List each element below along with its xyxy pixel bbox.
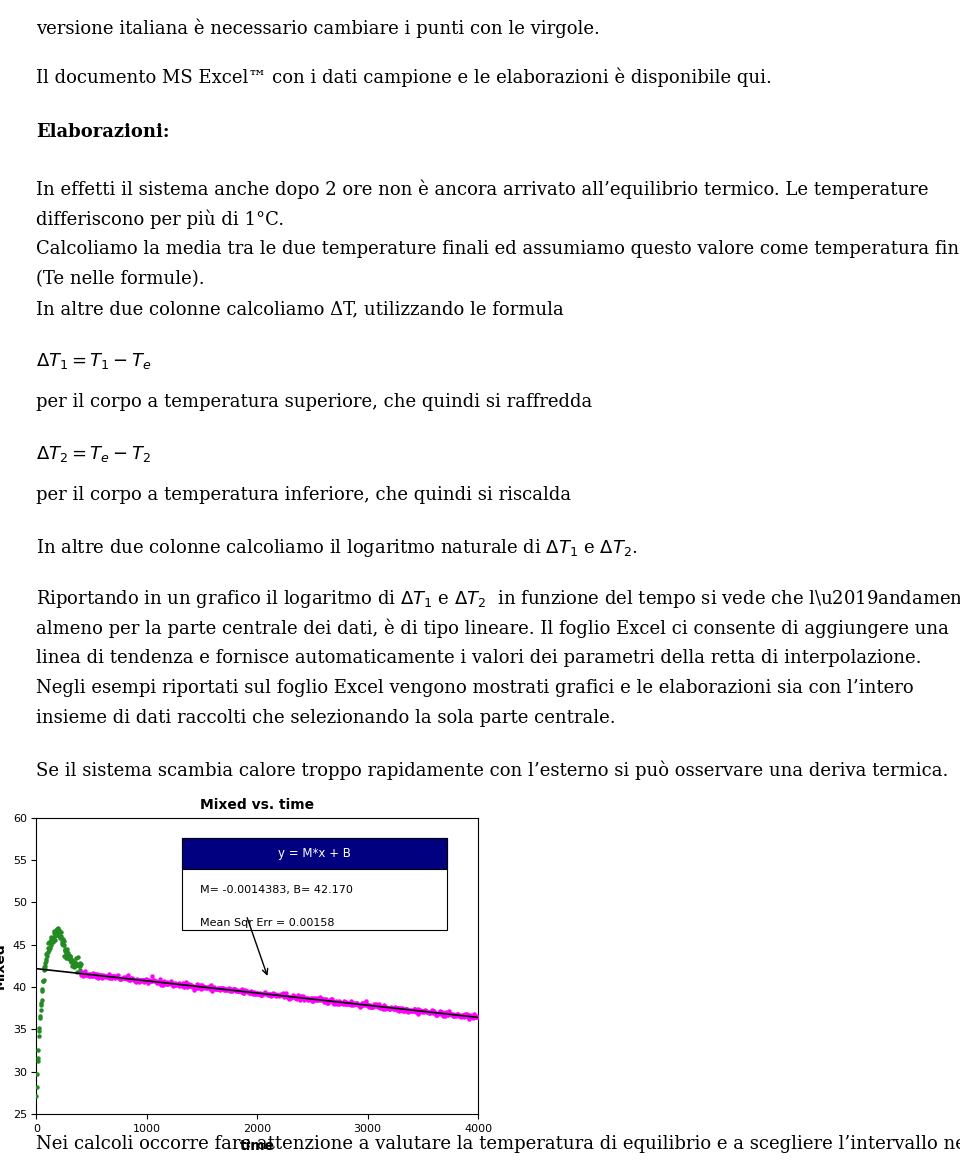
Text: In altre due colonne calcoliamo il logaritmo naturale di $\Delta T_1$ e $\Delta : In altre due colonne calcoliamo il logar… <box>36 537 638 559</box>
Text: $\Delta T_1 = T_1 - T_e$: $\Delta T_1 = T_1 - T_e$ <box>36 351 153 371</box>
Text: (Te nelle formule).: (Te nelle formule). <box>36 270 205 287</box>
Text: per il corpo a temperatura superiore, che quindi si raffredda: per il corpo a temperatura superiore, ch… <box>36 393 592 411</box>
Text: versione italiana è necessario cambiare i punti con le virgole.: versione italiana è necessario cambiare … <box>36 19 600 38</box>
Text: Calcoliamo la media tra le due temperature finali ed assumiamo questo valore com: Calcoliamo la media tra le due temperatu… <box>36 240 960 257</box>
Text: Nei calcoli occorre fare attenzione a valutare la temperatura di equilibrio e a : Nei calcoli occorre fare attenzione a va… <box>36 1135 960 1153</box>
Text: differiscono per più di 1°C.: differiscono per più di 1°C. <box>36 209 284 229</box>
Text: Il documento MS Excel™ con i dati campione e le elaborazioni è disponibile qui.: Il documento MS Excel™ con i dati campio… <box>36 67 773 87</box>
Text: almeno per la parte centrale dei dati, è di tipo lineare. Il foglio Excel ci con: almeno per la parte centrale dei dati, è… <box>36 619 949 638</box>
Text: Riportando in un grafico il logaritmo di $\Delta T_1$ e $\Delta T_2$  in funzion: Riportando in un grafico il logaritmo di… <box>36 588 960 611</box>
Text: per il corpo a temperatura inferiore, che quindi si riscalda: per il corpo a temperatura inferiore, ch… <box>36 486 571 504</box>
Text: insieme di dati raccolti che selezionando la sola parte centrale.: insieme di dati raccolti che selezionand… <box>36 709 616 727</box>
Text: y = M*x + B: y = M*x + B <box>278 848 351 861</box>
Text: M= -0.0014383, B= 42.170: M= -0.0014383, B= 42.170 <box>200 885 352 896</box>
Text: Se il sistema scambia calore troppo rapidamente con l’esterno si può osservare u: Se il sistema scambia calore troppo rapi… <box>36 761 948 780</box>
Text: Mean Sqr Err = 0.00158: Mean Sqr Err = 0.00158 <box>200 918 334 928</box>
FancyBboxPatch shape <box>182 839 447 870</box>
FancyBboxPatch shape <box>182 839 447 930</box>
X-axis label: time: time <box>240 1140 275 1154</box>
Y-axis label: Mixed: Mixed <box>0 942 7 990</box>
Title: Mixed vs. time: Mixed vs. time <box>201 798 314 812</box>
Text: linea di tendenza e fornisce automaticamente i valori dei parametri della retta : linea di tendenza e fornisce automaticam… <box>36 649 922 666</box>
Text: Elaborazioni:: Elaborazioni: <box>36 123 170 141</box>
Text: $\Delta T_2 = T_e - T_2$: $\Delta T_2 = T_e - T_2$ <box>36 444 152 464</box>
Text: In effetti il sistema anche dopo 2 ore non è ancora arrivato all’equilibrio term: In effetti il sistema anche dopo 2 ore n… <box>36 179 929 199</box>
Text: In altre due colonne calcoliamo ΔT, utilizzando le formula: In altre due colonne calcoliamo ΔT, util… <box>36 300 564 317</box>
Text: Negli esempi riportati sul foglio Excel vengono mostrati grafici e le elaborazio: Negli esempi riportati sul foglio Excel … <box>36 679 914 697</box>
